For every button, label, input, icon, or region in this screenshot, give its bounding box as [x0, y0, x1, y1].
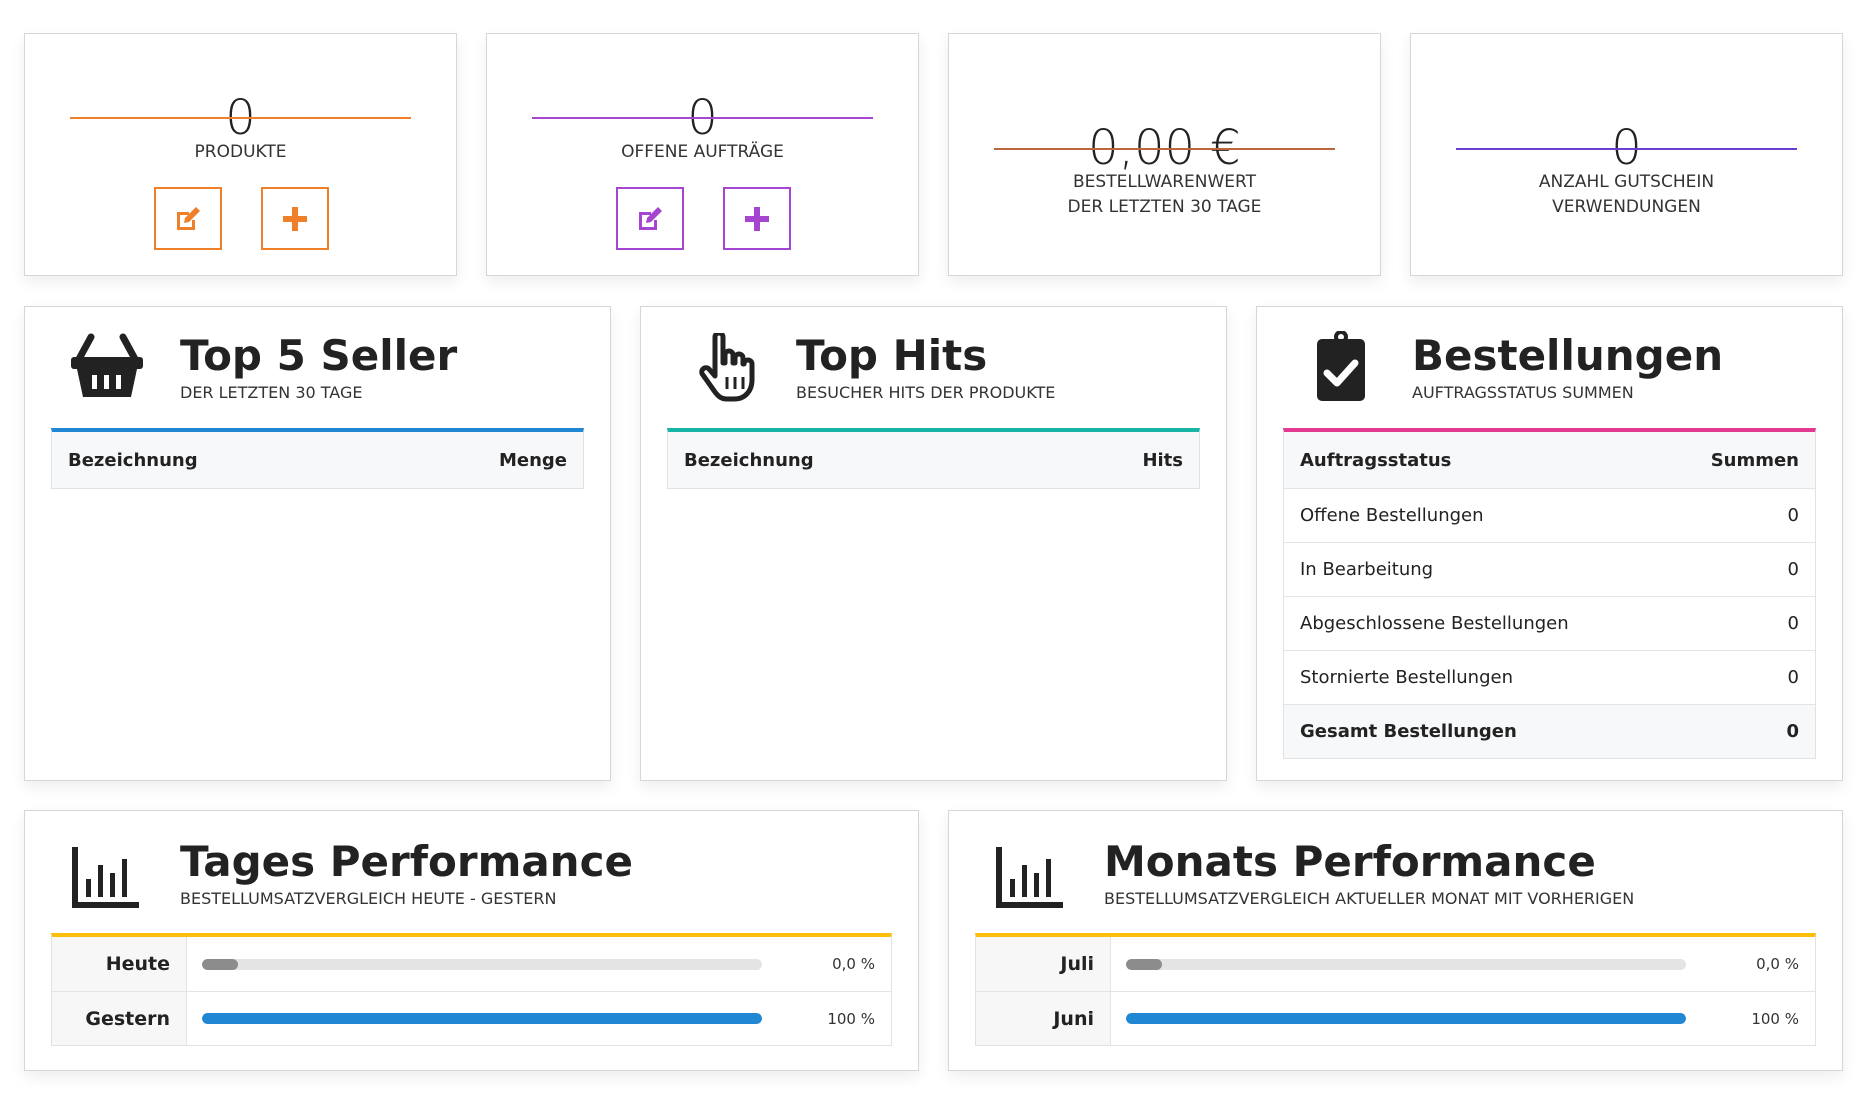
progress-fill: [1126, 1013, 1686, 1024]
percent-value: 0,0 %: [1756, 955, 1799, 973]
label-line: BESTELLWARENWERT: [1073, 172, 1256, 192]
edit-icon: [177, 206, 200, 230]
performance-row: Juni 100 %: [976, 991, 1815, 1045]
progress-bar: [202, 1013, 762, 1024]
top-hits-panel: Top Hits BESUCHER HITS DER PRODUKTE Beze…: [640, 306, 1227, 781]
status-label: Offene Bestellungen: [1300, 505, 1484, 526]
stat-card-open-orders: 0 OFFENE AUFTRÄGE: [486, 33, 919, 276]
label-line: VERWENDUNGEN: [1552, 197, 1701, 217]
daily-performance-panel: Tages Performance BESTELLUMSATZVERGLEICH…: [24, 810, 919, 1071]
table-header: Auftragsstatus Summen: [1284, 432, 1815, 488]
table-header: Bezeichnung Menge: [52, 432, 583, 488]
percent-value: 100 %: [1751, 1009, 1799, 1028]
basket-icon: [71, 333, 143, 397]
voucher-usage-label: ANZAHL GUTSCHEIN VERWENDUNGEN: [1411, 170, 1842, 220]
period-label: Heute: [52, 937, 187, 991]
monthly-performance-panel: Monats Performance BESTELLUMSATZVERGLEIC…: [948, 810, 1843, 1071]
progress-fill: [202, 958, 238, 970]
period-label: Gestern: [52, 992, 187, 1045]
status-label: Stornierte Bestellungen: [1300, 667, 1513, 688]
percent-value: 0,0 %: [832, 955, 875, 973]
col-status: Auftragsstatus: [1300, 449, 1452, 471]
stat-card-voucher-usage: 0 ANZAHL GUTSCHEIN VERWENDUNGEN: [1410, 33, 1843, 276]
plus-icon: [745, 206, 769, 231]
panel-subtitle: BESTELLUMSATZVERGLEICH AKTUELLER MONAT M…: [1104, 889, 1635, 908]
status-label: In Bearbeitung: [1300, 559, 1434, 580]
panel-title: Monats Performance: [1104, 837, 1596, 886]
panel-title: Top 5 Seller: [180, 331, 458, 380]
table-row: Stornierte Bestellungen 0: [1284, 650, 1815, 704]
panel-subtitle: BESUCHER HITS DER PRODUKTE: [796, 383, 1056, 402]
col-name: Bezeichnung: [684, 449, 814, 471]
add-product-button[interactable]: [261, 187, 329, 250]
edit-products-button[interactable]: [154, 187, 222, 250]
divider: [70, 117, 411, 119]
progress-bar: [1126, 958, 1686, 970]
panel-title: Tages Performance: [180, 837, 633, 886]
table-total-row: Gesamt Bestellungen 0: [1284, 704, 1815, 758]
col-sum: Summen: [1710, 449, 1799, 471]
status-sum: 0: [1787, 505, 1799, 526]
stat-card-products: 0 PRODUKTE: [24, 33, 457, 276]
divider: [532, 117, 873, 119]
label-line: ANZAHL GUTSCHEIN: [1538, 172, 1715, 192]
table-row: Abgeschlossene Bestellungen 0: [1284, 596, 1815, 650]
divider: [1456, 148, 1797, 150]
progress-bar: [1126, 1013, 1686, 1024]
progress-fill: [1126, 958, 1162, 970]
daily-performance-table: Heute 0,0 % Gestern 100 %: [51, 933, 892, 1046]
top-seller-table: Bezeichnung Menge: [51, 428, 584, 489]
label-line: DER LETZTEN 30 TAGE: [1067, 197, 1262, 217]
edit-orders-button[interactable]: [616, 187, 684, 250]
table-row: Offene Bestellungen 0: [1284, 488, 1815, 542]
pointer-hand-icon: [699, 333, 755, 402]
monthly-performance-table: Juli 0,0 % Juni 100 %: [975, 933, 1816, 1046]
open-orders-label: OFFENE AUFTRÄGE: [621, 142, 784, 162]
orders-table: Auftragsstatus Summen Offene Bestellungen…: [1283, 428, 1816, 759]
panel-subtitle: BESTELLUMSATZVERGLEICH HEUTE - GESTERN: [180, 889, 557, 908]
period-label: Juli: [976, 937, 1111, 991]
stat-card-order-value: 0,00 € BESTELLWARENWERT DER LETZTEN 30 TA…: [948, 33, 1381, 276]
status-sum: 0: [1787, 613, 1799, 634]
table-header: Bezeichnung Hits: [668, 432, 1199, 488]
progress-bar: [202, 958, 762, 970]
total-label: Gesamt Bestellungen: [1300, 721, 1517, 742]
col-quantity: Menge: [498, 449, 567, 471]
edit-icon: [639, 206, 662, 230]
status-sum: 0: [1787, 559, 1799, 580]
panel-subtitle: DER LETZTEN 30 TAGE: [180, 383, 363, 402]
divider: [994, 148, 1335, 150]
col-hits: Hits: [1142, 449, 1183, 471]
panel-title: Bestellungen: [1412, 331, 1724, 380]
bar-chart-icon: [72, 847, 139, 908]
top-hits-table: Bezeichnung Hits: [667, 428, 1200, 489]
panel-title: Top Hits: [796, 331, 988, 380]
clipboard-check-icon: [1317, 331, 1365, 401]
col-name: Bezeichnung: [68, 449, 198, 471]
add-order-button[interactable]: [723, 187, 791, 250]
performance-row: Juli 0,0 %: [976, 937, 1815, 991]
orders-panel: Bestellungen AUFTRAGSSTATUS SUMMEN Auftr…: [1256, 306, 1843, 781]
plus-icon: [283, 206, 307, 231]
order-value-label: BESTELLWARENWERT DER LETZTEN 30 TAGE: [949, 170, 1380, 220]
total-sum: 0: [1786, 721, 1799, 742]
percent-value: 100 %: [827, 1009, 875, 1028]
status-sum: 0: [1787, 667, 1799, 688]
bar-chart-icon: [996, 847, 1063, 908]
performance-row: Gestern 100 %: [52, 991, 891, 1045]
progress-fill: [202, 1013, 762, 1024]
period-label: Juni: [976, 992, 1111, 1045]
table-row: In Bearbeitung 0: [1284, 542, 1815, 596]
top-seller-panel: Top 5 Seller DER LETZTEN 30 TAGE Bezeich…: [24, 306, 611, 781]
products-label: PRODUKTE: [194, 142, 287, 162]
panel-subtitle: AUFTRAGSSTATUS SUMMEN: [1412, 383, 1634, 402]
performance-row: Heute 0,0 %: [52, 937, 891, 991]
status-label: Abgeschlossene Bestellungen: [1300, 613, 1569, 634]
